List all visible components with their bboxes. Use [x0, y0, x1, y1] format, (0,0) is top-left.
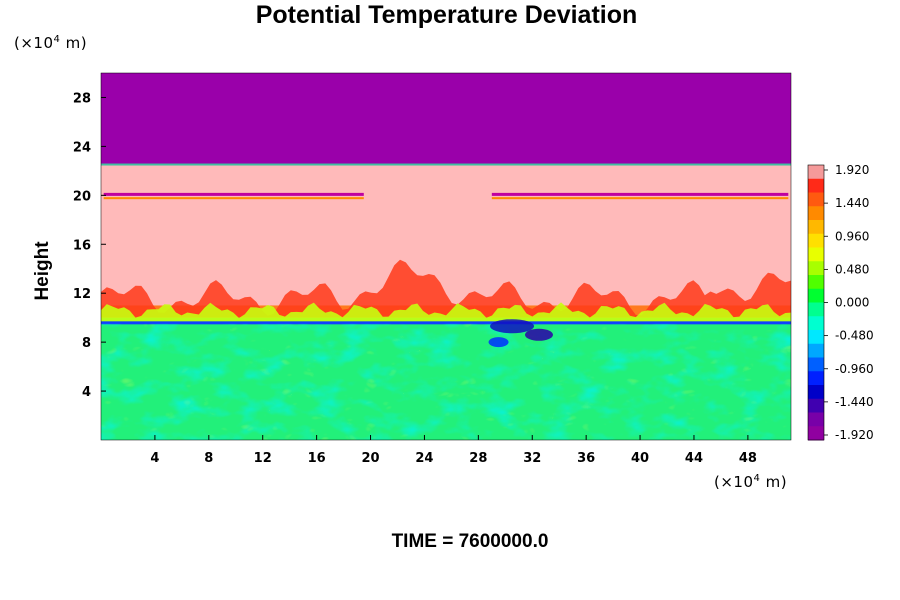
- x-tick-label: 40: [631, 451, 649, 466]
- colorbar-swatch: [808, 357, 824, 372]
- chart-title: Potential Temperature Deviation: [255, 1, 638, 29]
- cold-boundary: [101, 321, 791, 325]
- stripe-20-edge-1: [103, 197, 364, 200]
- x-tick-label: 44: [685, 451, 703, 466]
- mixing-strip: [101, 302, 791, 323]
- colorbar-swatch: [808, 398, 824, 413]
- x-tick-label: 32: [523, 451, 541, 466]
- colorbar-swatch: [808, 220, 824, 235]
- stripe-20-edge-2: [491, 197, 789, 200]
- colorbar-swatch: [808, 316, 824, 331]
- x-tick-label: 24: [415, 451, 433, 466]
- colorbar-swatch: [808, 371, 824, 386]
- colorbar-label: 1.920: [835, 163, 869, 177]
- cold-blob-3: [488, 337, 509, 348]
- x-unit-exponent: 4: [753, 473, 761, 484]
- y-tick-label: 20: [73, 189, 91, 204]
- colorbar-swatch: [808, 302, 824, 317]
- colorbar-swatch: [808, 261, 824, 276]
- y-tick-label: 16: [73, 238, 91, 253]
- cold-blob-2: [524, 328, 553, 341]
- y-axis-unit: (×104 m): [14, 34, 87, 52]
- x-tick-label: 4: [150, 451, 159, 466]
- y-tick-label: 24: [73, 140, 91, 155]
- x-axis-ticks: 4 8 12 16 20 24 28 32 36 40 44 48: [150, 435, 757, 466]
- y-unit-suffix: m): [60, 34, 88, 52]
- region-upper-layer: [101, 73, 791, 165]
- colorbar-swatch: [808, 178, 824, 193]
- x-tick-label: 48: [739, 451, 757, 466]
- colorbar-swatch: [808, 206, 824, 221]
- y-unit-prefix: (×10: [14, 34, 54, 52]
- colorbar-swatch: [808, 412, 824, 427]
- x-unit-prefix: (×10: [714, 473, 754, 491]
- colorbar-label: -1.920: [835, 428, 874, 442]
- plot-frame: [100, 72, 792, 441]
- colorbar-swatch: [808, 385, 824, 400]
- colorbar-swatch: [808, 275, 824, 290]
- x-tick-label: 20: [361, 451, 379, 466]
- colorbar-swatch: [808, 288, 824, 303]
- y-tick-label: 12: [73, 287, 91, 302]
- colorbar-swatch: [808, 330, 824, 345]
- y-axis-ticks: 4 8 12 16 20 24 28: [73, 91, 106, 400]
- x-tick-label: 12: [254, 451, 272, 466]
- upper-interface: [101, 163, 791, 166]
- warm-front: [101, 259, 791, 318]
- x-tick-label: 16: [308, 451, 326, 466]
- colorbar-label: 0.960: [835, 229, 869, 243]
- x-tick-label: 8: [204, 451, 213, 466]
- colorbar: 1.920 1.440 0.960 0.480 0.000 -0.480 -0.960 -1.…: [807, 163, 874, 442]
- time-label: TIME = 7600000.0: [391, 531, 549, 552]
- colorbar-label: 0.000: [835, 296, 869, 310]
- colorbar-swatch: [808, 233, 824, 248]
- y-unit-exponent: 4: [53, 34, 61, 45]
- colorbar-label: 1.440: [835, 196, 869, 210]
- colorbar-swatch: [808, 165, 824, 180]
- stripe-20-2: [491, 192, 789, 196]
- colorbar-swatch: [808, 343, 824, 358]
- colorbar-label: -0.480: [835, 329, 874, 343]
- lower-turbulence-2: [101, 323, 791, 440]
- x-tick-label: 36: [577, 451, 595, 466]
- y-tick-label: 4: [82, 385, 91, 400]
- stripe-20-1: [103, 192, 364, 196]
- cold-blob-1: [490, 319, 535, 334]
- colorbar-swatch: [808, 247, 824, 262]
- colorbar-label: -0.960: [835, 362, 874, 376]
- x-tick-label: 28: [469, 451, 487, 466]
- y-tick-label: 28: [73, 91, 91, 106]
- x-unit-suffix: m): [760, 473, 788, 491]
- colorbar-swatch: [808, 192, 824, 207]
- colorbar-label: -1.440: [835, 395, 874, 409]
- x-axis-unit: (×104 m): [714, 473, 787, 491]
- field-layer: [101, 73, 791, 440]
- colorbar-label: 0.480: [835, 262, 869, 276]
- y-tick-label: 8: [82, 336, 91, 351]
- colorbar-swatch: [808, 426, 824, 441]
